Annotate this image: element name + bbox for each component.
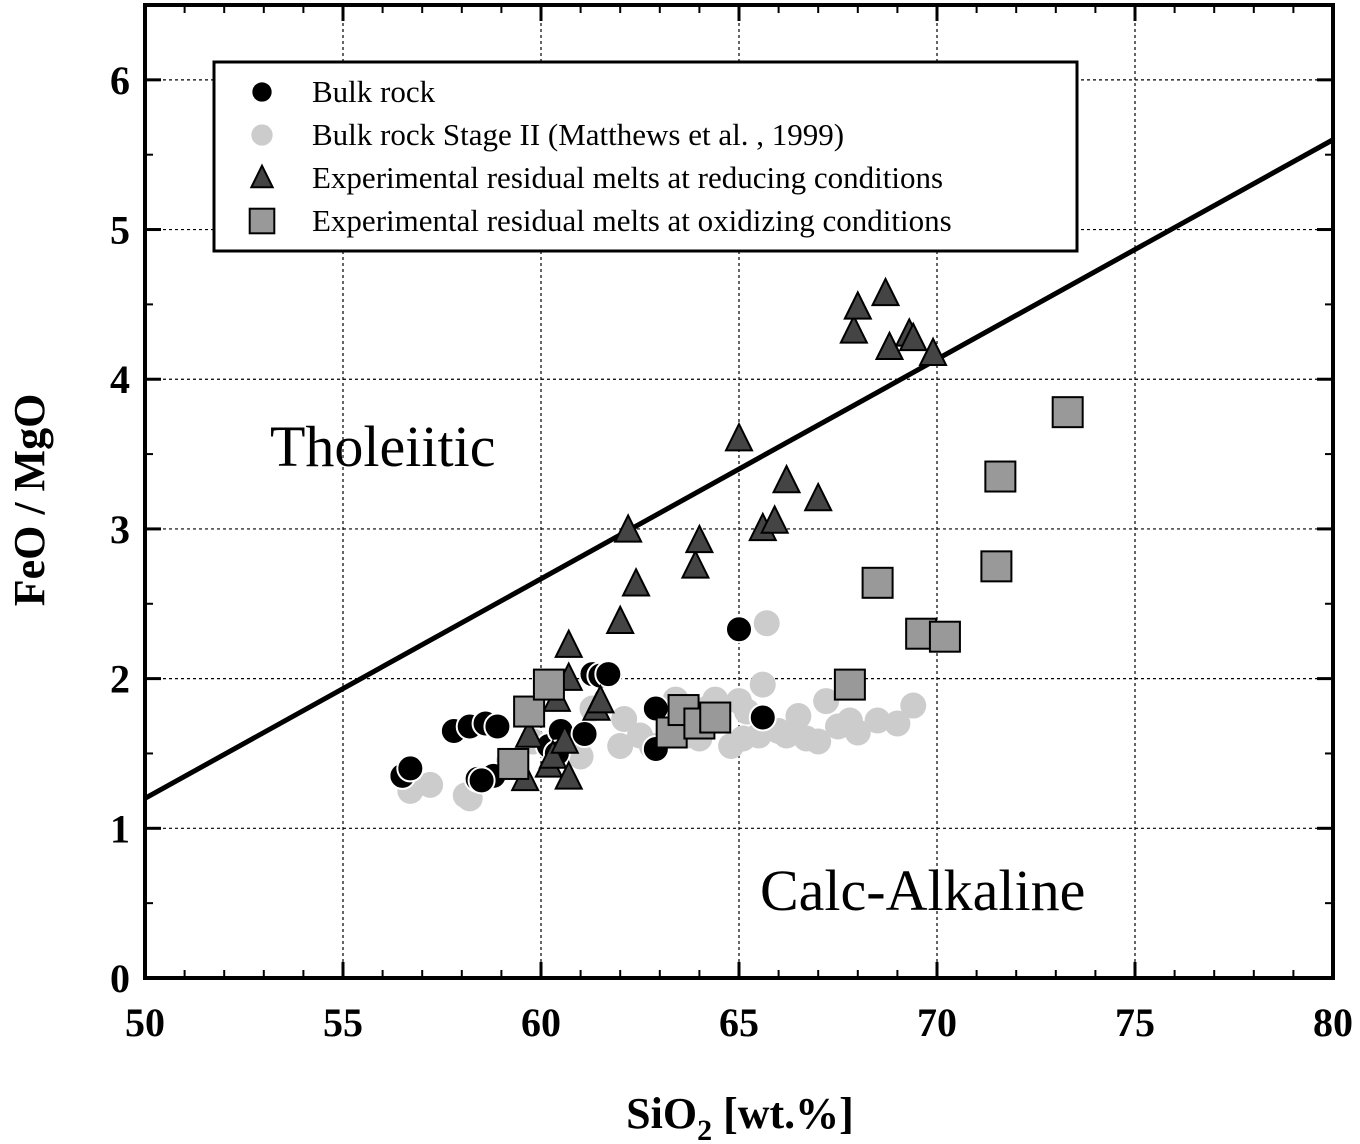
data-point-circle (753, 610, 780, 637)
x-tick-label: 70 (917, 1000, 957, 1045)
y-axis-title: FeO / MgO (5, 394, 54, 607)
legend-marker-circle (250, 80, 274, 104)
data-point-triangle (613, 513, 643, 543)
data-point-circle (884, 710, 911, 737)
x-tick-label: 65 (719, 1000, 759, 1045)
data-point-circle (785, 703, 812, 730)
data-point-triangle (870, 276, 901, 307)
data-point-circle (725, 615, 753, 644)
data-point-circle (900, 692, 927, 719)
y-tick-label: 4 (110, 357, 130, 402)
data-point-triangle (771, 463, 802, 494)
legend-label: Experimental residual melts at reducing … (312, 160, 943, 195)
data-point-circle (467, 766, 496, 795)
series-group (510, 276, 948, 792)
data-point-square (513, 695, 546, 728)
data-point-circle (844, 719, 871, 746)
divider-line-group (145, 137, 1333, 801)
data-point-triangle (514, 718, 544, 748)
series-group (497, 396, 1084, 780)
data-point-square (984, 460, 1017, 493)
data-point-triangle (538, 739, 568, 769)
plot-frame (143, 3, 1335, 980)
data-point-triangle (843, 290, 873, 320)
data-point-circle (607, 732, 634, 759)
data-point-circle (805, 728, 832, 755)
data-point-triangle (585, 683, 616, 714)
data-point-square (980, 550, 1013, 583)
data-point-triangle (605, 604, 635, 634)
region-label-calc-alkaline: Calc-Alkaline (760, 858, 1085, 923)
y-tick-label: 5 (110, 208, 130, 253)
data-point-triangle (760, 504, 790, 534)
data-point-triangle (684, 523, 715, 554)
data-point-triangle (550, 724, 580, 754)
data-point-circle (570, 720, 599, 749)
data-point-square (699, 701, 732, 734)
x-tick-label: 60 (521, 1000, 561, 1045)
legend: Bulk rock Bulk rock Stage II (Matthews et… (212, 60, 1079, 253)
data-points (388, 276, 1084, 812)
data-point-circle (483, 712, 512, 741)
x-tick-label: 55 (323, 1000, 363, 1045)
data-point-circle (749, 671, 776, 698)
y-tick-label: 2 (110, 657, 130, 702)
data-point-square (532, 668, 565, 701)
legend-marker-circle (251, 124, 273, 146)
data-point-triangle (839, 314, 869, 344)
data-point-square (1051, 396, 1084, 429)
data-point-triangle (918, 336, 948, 367)
legend-label: Bulk rock Stage II (Matthews et al. , 19… (312, 117, 844, 152)
x-tick-label: 80 (1313, 1000, 1353, 1045)
data-point-circle (611, 706, 638, 733)
legend-label: Bulk rock (312, 74, 436, 109)
data-point-square (861, 566, 894, 599)
data-point-circle (417, 771, 444, 798)
data-point-square (833, 668, 866, 701)
data-point-circle (813, 688, 840, 715)
legend-marker-triangle (249, 163, 275, 189)
x-tick-label: 50 (125, 1000, 165, 1045)
y-tick-label: 3 (110, 507, 130, 552)
data-point-circle (396, 754, 425, 783)
legend-marker-square (248, 207, 276, 235)
y-tick-label: 0 (110, 956, 130, 1001)
data-point-triangle (803, 481, 833, 512)
data-point-triangle (621, 567, 651, 597)
legend-label: Experimental residual melts at oxidizing… (312, 203, 952, 238)
region-label-tholeiitic: Tholeiitic (270, 414, 496, 479)
tholeiitic-calc-alkaline-divider (145, 137, 1333, 801)
data-point-circle (594, 660, 623, 689)
data-point-triangle (554, 760, 584, 790)
data-point-triangle (724, 421, 754, 452)
y-tick-labels: 0 1 2 3 4 5 6 (110, 58, 130, 1001)
data-point-circle (773, 722, 800, 749)
data-point-square (497, 747, 530, 780)
y-tick-label: 6 (110, 58, 130, 103)
data-point-triangle (898, 321, 928, 352)
x-axis-title: SiO2 [wt.%] (626, 1089, 854, 1144)
legend-box (212, 60, 1079, 253)
y-tick-label: 1 (110, 806, 130, 851)
data-point-square (928, 620, 961, 653)
x-tick-label: 75 (1115, 1000, 1155, 1045)
data-point-triangle (680, 549, 711, 579)
data-point-circle (748, 703, 777, 732)
x-tick-labels: 50 55 60 65 70 75 80 (125, 1000, 1353, 1045)
data-point-circle (864, 707, 891, 734)
data-point-triangle (554, 628, 584, 658)
